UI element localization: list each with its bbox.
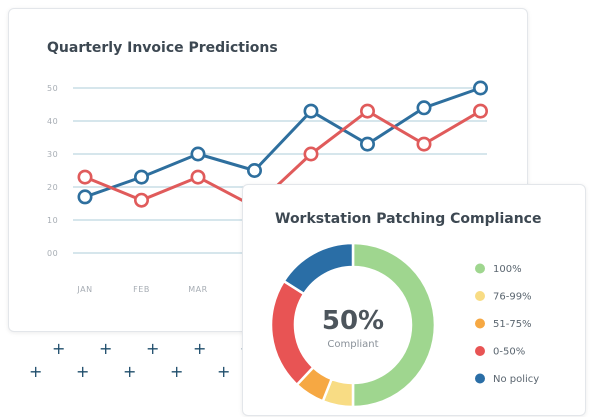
plus-mark: + bbox=[29, 362, 43, 381]
series-1-point[interactable] bbox=[247, 163, 263, 179]
donut-chart-title: Workstation Patching Compliance bbox=[275, 211, 542, 227]
legend-label: 100% bbox=[493, 264, 522, 275]
patching-compliance-donut-chart: 100% 76-99% 51-75% 0-50% No policy 50% Complia… bbox=[269, 241, 539, 409]
series-1-point[interactable] bbox=[472, 80, 488, 96]
series-1-point[interactable] bbox=[134, 169, 150, 185]
y-tick-label: 50 bbox=[47, 84, 58, 93]
legend-swatch bbox=[475, 263, 485, 274]
donut-slice[interactable] bbox=[269, 279, 316, 387]
y-tick-label: 30 bbox=[47, 150, 58, 159]
series-2-point[interactable] bbox=[472, 103, 488, 119]
series-2-point[interactable] bbox=[134, 192, 150, 208]
legend-swatch bbox=[475, 346, 485, 356]
series-2-point[interactable] bbox=[416, 136, 432, 152]
series-2-point[interactable] bbox=[190, 169, 206, 185]
line-chart-title: Quarterly Invoice Predictions bbox=[47, 40, 278, 56]
legend-label: No policy bbox=[493, 374, 539, 385]
plus-mark: + bbox=[193, 339, 207, 358]
y-tick-label: 00 bbox=[47, 249, 58, 258]
center-value: 50% bbox=[322, 306, 384, 336]
plus-mark: + bbox=[76, 362, 90, 381]
y-tick-label: 10 bbox=[47, 216, 58, 225]
x-tick-label: MAR bbox=[188, 285, 207, 294]
plus-mark: + bbox=[170, 362, 184, 381]
legend-swatch bbox=[475, 373, 485, 384]
x-tick-label: JAN bbox=[76, 285, 92, 294]
legend-label: 0-50% bbox=[493, 347, 525, 358]
legend-swatch bbox=[475, 291, 485, 301]
legend-swatch bbox=[475, 318, 485, 329]
invoice-predictions-line-chart: 001020304050JANFEBMARAPRMAYJUNJULAUGSEP bbox=[47, 80, 545, 294]
series-1-point[interactable] bbox=[359, 136, 375, 152]
series-2-point[interactable] bbox=[77, 169, 93, 185]
series-line-1 bbox=[83, 86, 482, 199]
plus-mark: + bbox=[52, 339, 66, 358]
series-1-point[interactable] bbox=[303, 103, 319, 119]
series-2-point[interactable] bbox=[303, 146, 319, 162]
plus-mark: + bbox=[123, 362, 137, 381]
series-2-point[interactable] bbox=[359, 103, 375, 119]
series-line-2 bbox=[83, 109, 482, 209]
plus-mark: + bbox=[99, 339, 113, 358]
series-1-point[interactable] bbox=[77, 189, 93, 205]
legend-label: 76-99% bbox=[493, 292, 532, 303]
center-label: Compliant bbox=[327, 339, 378, 350]
y-tick-label: 40 bbox=[47, 117, 58, 126]
patching-compliance-card: Workstation Patching Compliance 100% 76-9… bbox=[242, 184, 586, 416]
plus-mark: + bbox=[217, 362, 231, 381]
series-1-point[interactable] bbox=[190, 146, 206, 162]
legend-label: 51-75% bbox=[493, 319, 532, 330]
x-tick-label: FEB bbox=[133, 285, 150, 294]
series-1-point[interactable] bbox=[416, 100, 432, 116]
donut-slice[interactable] bbox=[282, 241, 355, 296]
plus-mark: + bbox=[146, 339, 160, 358]
y-tick-label: 20 bbox=[47, 183, 58, 192]
